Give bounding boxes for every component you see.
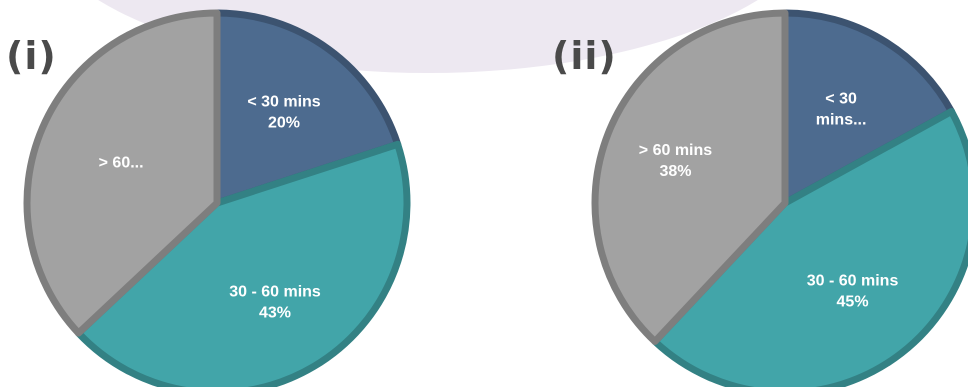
pie-chart-i: < 30 mins 20% 30 - 60 mins 43% > 60... [23,9,411,387]
panel-label-i: (i) [6,34,57,78]
pie-slice-over-60 [23,9,221,337]
pie-slice-30-60 [74,140,411,387]
slice-label-over-60: > 60... [99,154,144,171]
slice-label-under-30: < 30 mins 20% [247,93,320,131]
slice-label-over-60: > 60 mins 38% [639,142,712,180]
pie-slice-under-30 [781,9,955,207]
slice-label-under-30: < 30 mins... [816,91,867,129]
slice-label-30-60: 30 - 60 mins 45% [807,273,899,311]
slice-label-30-60: 30 - 60 mins 43% [229,284,321,322]
pie-slice-over-60 [591,9,789,346]
pie-chart-ii: < 30 mins... 30 - 60 mins 45% > 60 mins 38% [591,9,968,387]
pie-slice-30-60 [651,107,968,387]
panel-label-ii: (ii) [552,34,617,78]
